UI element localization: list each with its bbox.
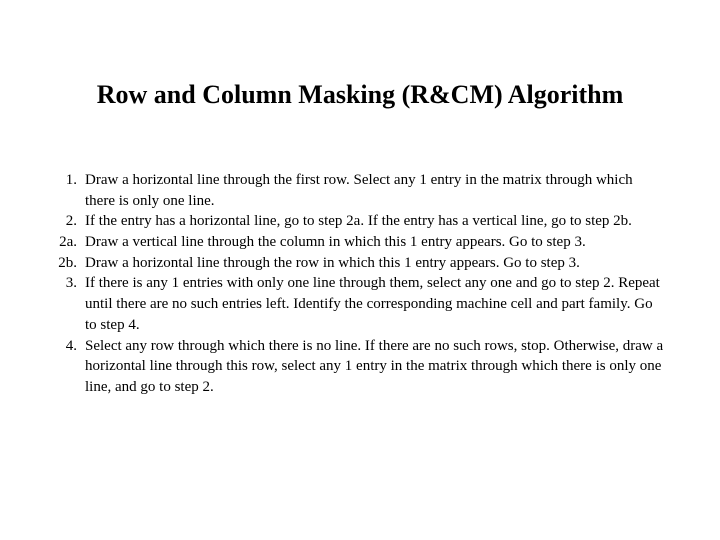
step-number: 2b. bbox=[55, 253, 85, 274]
step-number: 2. bbox=[55, 211, 85, 232]
step-item: 2. If the entry has a horizontal line, g… bbox=[55, 211, 665, 232]
step-item: 2a. Draw a vertical line through the col… bbox=[55, 232, 665, 253]
step-number: 4. bbox=[55, 336, 85, 398]
step-item: 1. Draw a horizontal line through the fi… bbox=[55, 170, 665, 211]
step-text: Draw a horizontal line through the row i… bbox=[85, 253, 665, 274]
step-text: Draw a vertical line through the column … bbox=[85, 232, 665, 253]
step-text: Select any row through which there is no… bbox=[85, 336, 665, 398]
step-text: If there is any 1 entries with only one … bbox=[85, 273, 665, 335]
step-number: 3. bbox=[55, 273, 85, 335]
step-number: 2a. bbox=[55, 232, 85, 253]
step-item: 4. Select any row through which there is… bbox=[55, 336, 665, 398]
step-item: 3. If there is any 1 entries with only o… bbox=[55, 273, 665, 335]
algorithm-steps: 1. Draw a horizontal line through the fi… bbox=[55, 170, 665, 398]
page-title: Row and Column Masking (R&CM) Algorithm bbox=[55, 80, 665, 110]
step-number: 1. bbox=[55, 170, 85, 211]
step-text: Draw a horizontal line through the first… bbox=[85, 170, 665, 211]
step-text: If the entry has a horizontal line, go t… bbox=[85, 211, 665, 232]
step-item: 2b. Draw a horizontal line through the r… bbox=[55, 253, 665, 274]
